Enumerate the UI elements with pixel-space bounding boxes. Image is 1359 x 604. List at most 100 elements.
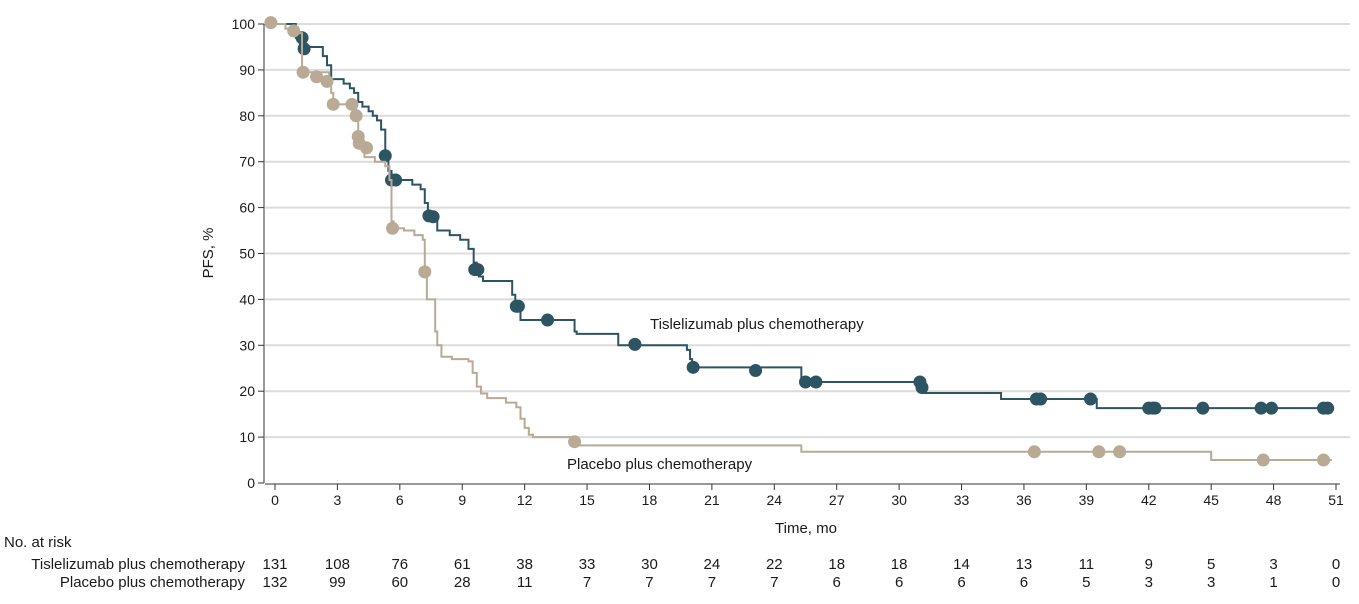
y-axis-label: PFS, % — [200, 228, 217, 279]
risk-value: 0 — [1332, 574, 1340, 591]
censor-mark — [1084, 392, 1098, 406]
y-tick-label: 40 — [239, 291, 255, 307]
risk-value: 7 — [770, 574, 778, 591]
risk-value: 9 — [1145, 556, 1153, 573]
censor-mark — [1148, 401, 1162, 415]
y-tick-label: 50 — [239, 246, 255, 262]
y-tick-label: 100 — [232, 16, 256, 32]
x-tick-label: 21 — [704, 492, 720, 508]
risk-value: 131 — [262, 556, 287, 573]
censor-mark — [541, 313, 555, 327]
censor-mark — [749, 364, 763, 378]
censor-mark — [264, 16, 278, 30]
gridlines — [265, 23, 1350, 439]
censor-mark — [1265, 401, 1279, 415]
censor-mark — [1254, 401, 1268, 415]
censor-mark — [1196, 401, 1210, 415]
risk-value: 6 — [957, 574, 965, 591]
tislelizumab-annotation: Tislelizumab plus chemotherapy — [650, 316, 864, 333]
x-tick-label: 45 — [1203, 492, 1219, 508]
censor-mark — [1256, 453, 1270, 467]
y-tick-label: 20 — [239, 383, 255, 399]
risk-value: 33 — [579, 556, 596, 573]
censor-mark — [1321, 401, 1335, 415]
x-tick-label: 39 — [1079, 492, 1095, 508]
censor-mark — [378, 149, 392, 163]
curves — [264, 16, 1335, 467]
risk-value: 132 — [262, 574, 287, 591]
censor-mark — [471, 263, 485, 277]
censor-mark — [686, 360, 700, 374]
censor-mark — [809, 375, 823, 389]
risk-value: 38 — [516, 556, 533, 573]
risk-value: 1 — [1269, 574, 1277, 591]
x-tick-label: 12 — [517, 492, 533, 508]
risk-value: 24 — [704, 556, 721, 573]
risk-value: 5 — [1082, 574, 1090, 591]
censor-mark — [310, 70, 324, 84]
censor-mark — [297, 42, 311, 56]
censor-mark — [1034, 392, 1048, 406]
x-tick-label: 36 — [1016, 492, 1032, 508]
censor-mark — [345, 97, 359, 111]
x-tick-label: 33 — [954, 492, 970, 508]
risk-value: 5 — [1207, 556, 1215, 573]
censor-mark — [326, 97, 340, 111]
risk-table-title: No. at risk — [4, 534, 72, 551]
risk-value: 99 — [329, 574, 346, 591]
risk-value: 6 — [1020, 574, 1028, 591]
risk-row-label: Placebo plus chemotherapy — [60, 574, 246, 591]
x-tick-label: 24 — [767, 492, 783, 508]
censor-mark — [799, 375, 812, 389]
censor-mark — [1092, 445, 1106, 459]
risk-value: 11 — [517, 574, 533, 591]
y-tick-label: 10 — [239, 429, 255, 445]
censor-mark — [296, 65, 310, 79]
risk-value: 28 — [454, 574, 471, 591]
censor-mark — [320, 74, 334, 88]
risk-value: 60 — [391, 574, 408, 591]
km-curve-placebo — [275, 23, 1332, 462]
censor-mark — [349, 109, 363, 123]
x-tick-label: 9 — [458, 492, 466, 508]
y-tick-label: 90 — [239, 62, 255, 78]
x-tick-label: 3 — [334, 492, 342, 508]
risk-value: 3 — [1145, 574, 1153, 591]
x-axis-label: Time, mo — [775, 520, 837, 537]
risk-value: 3 — [1269, 556, 1277, 573]
risk-table: Tislelizumab plus chemotherapy 131 108 76 61… — [31, 556, 1340, 591]
censor-mark — [1317, 453, 1331, 467]
risk-value: 7 — [645, 574, 653, 591]
risk-value: 61 — [454, 556, 471, 573]
risk-value: 11 — [1079, 556, 1095, 573]
censor-mark — [628, 337, 642, 351]
risk-value: 3 — [1207, 574, 1215, 591]
x-tick-label: 6 — [396, 492, 404, 508]
censor-mark — [418, 265, 432, 279]
censor-mark — [287, 24, 301, 38]
risk-value: 14 — [953, 556, 970, 573]
y-tick-label: 0 — [247, 475, 255, 491]
risk-row-label: Tislelizumab plus chemotherapy — [31, 556, 245, 573]
x-tick-label: 0 — [271, 492, 279, 508]
risk-value: 6 — [895, 574, 903, 591]
risk-value: 7 — [583, 574, 591, 591]
risk-value: 13 — [1016, 556, 1033, 573]
y-tick-label: 80 — [239, 108, 255, 124]
risk-value: 6 — [833, 574, 841, 591]
risk-value: 76 — [391, 556, 408, 573]
x-tick-label: 15 — [579, 492, 595, 508]
x-tick-label: 30 — [891, 492, 907, 508]
x-tick-label: 48 — [1266, 492, 1282, 508]
risk-value: 22 — [766, 556, 783, 573]
censor-mark — [1027, 445, 1041, 459]
risk-value: 18 — [828, 556, 845, 573]
risk-value: 18 — [891, 556, 908, 573]
y-tick-label: 60 — [239, 200, 255, 216]
censor-mark — [915, 381, 929, 395]
censor-mark — [1113, 445, 1127, 459]
censor-mark — [426, 210, 440, 224]
censor-mark — [568, 435, 582, 449]
